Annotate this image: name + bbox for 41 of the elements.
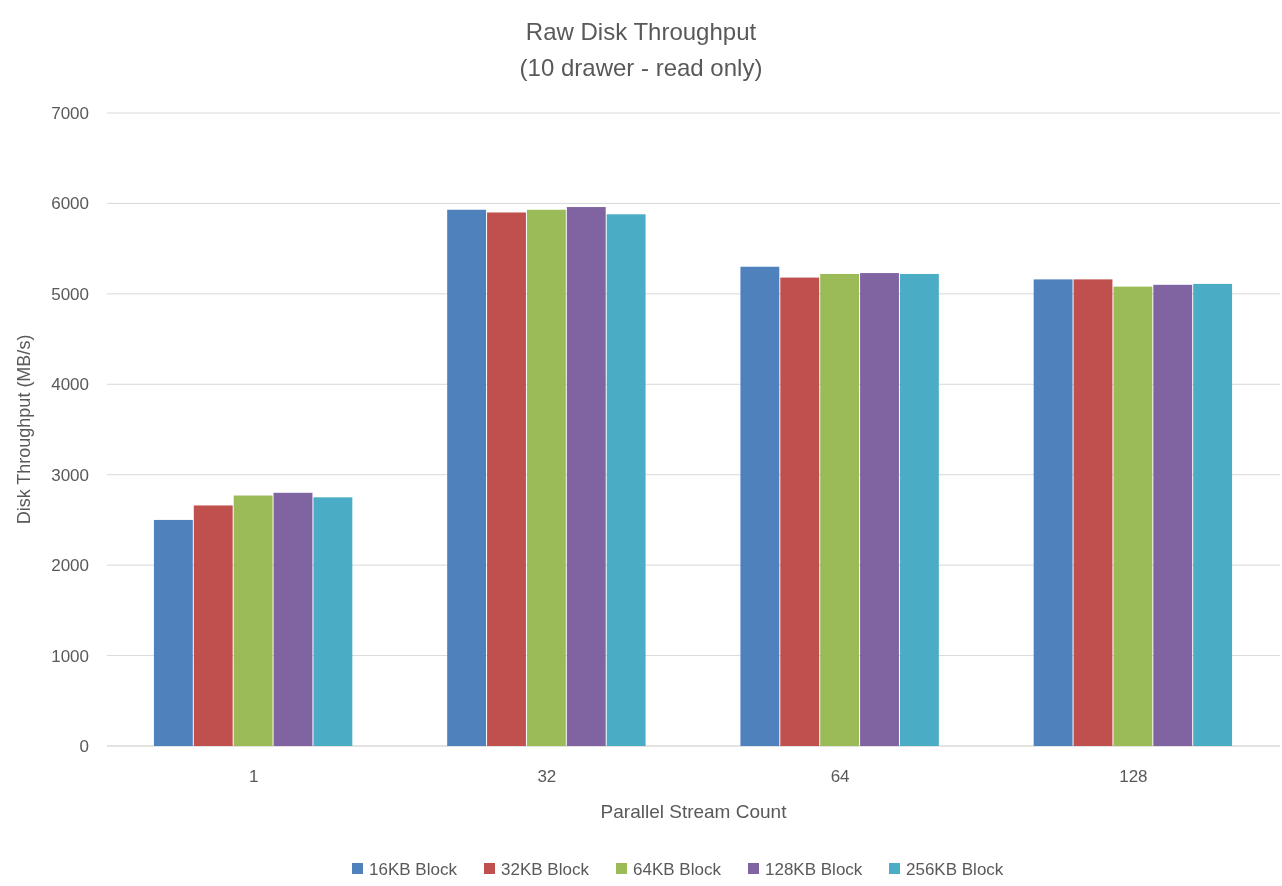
bar: [606, 214, 646, 746]
y-tick-label: 0: [79, 737, 89, 756]
y-tick-label: 2000: [51, 556, 89, 576]
x-tick-label: 1: [248, 767, 259, 786]
bar: [1193, 283, 1233, 746]
y-tick-label: 3000: [51, 465, 89, 485]
bar: [233, 495, 273, 746]
x-axis-title: Parallel Stream Count: [600, 801, 788, 822]
bar: [526, 209, 566, 746]
bar: [1033, 279, 1073, 746]
legend-label: 16KB Block: [369, 860, 458, 879]
y-axis-title: Disk Throughput (MB/s): [14, 334, 34, 525]
bar: [273, 492, 313, 746]
y-tick-label: 4000: [51, 375, 89, 395]
x-tick-label: 128: [1119, 767, 1148, 786]
legend-label: 32KB Block: [501, 860, 590, 879]
bar: [1073, 279, 1113, 746]
bar: [487, 212, 526, 746]
x-tick-label: 64: [830, 767, 850, 786]
y-tick-label: 7000: [51, 104, 89, 123]
bar: [313, 497, 353, 746]
bar: [566, 207, 606, 746]
bar: [820, 273, 860, 746]
bar: [899, 273, 939, 746]
legend-label: 128KB Block: [765, 860, 863, 879]
chart-subtitle: (10 drawer - read only): [519, 54, 763, 81]
y-tick-label: 5000: [51, 284, 89, 304]
bar: [740, 266, 780, 746]
bar: [1153, 284, 1193, 746]
bar: [447, 209, 487, 746]
legend-label: 64KB Block: [633, 860, 722, 879]
bar: [780, 277, 820, 746]
legend-label: 256KB Block: [906, 860, 1004, 879]
chart-title: Raw Disk Throughput: [525, 18, 757, 45]
bar: [153, 519, 193, 746]
bar: [860, 273, 899, 746]
y-tick-label: 1000: [51, 646, 89, 666]
bar: [193, 505, 233, 746]
y-tick-label: 6000: [51, 194, 89, 214]
bar: [1113, 286, 1153, 746]
x-tick-label: 32: [537, 767, 557, 786]
